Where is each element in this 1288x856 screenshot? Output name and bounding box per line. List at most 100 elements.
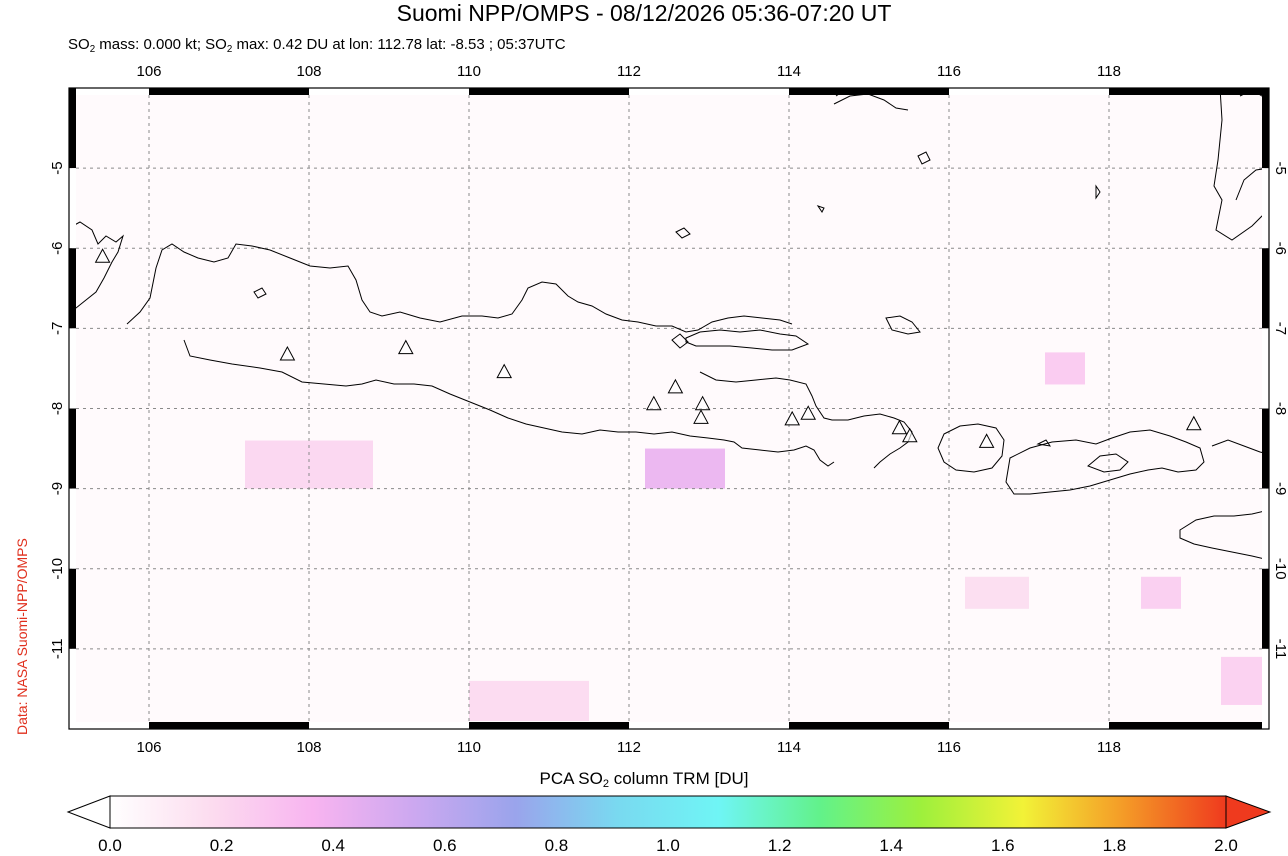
latitude-labels-left: -5 -6 -7 -8 -9 -10 -11 (49, 161, 66, 659)
colorbar-tick-label: 1.8 (1102, 836, 1127, 855)
lon-tick-label: 106 (136, 63, 161, 80)
colorbar-tick-label: 1.2 (767, 836, 792, 855)
map-title: Suomi NPP/OMPS - 08/12/2026 05:36-07:20 … (396, 0, 892, 26)
colorbar-tick-label: 0.0 (98, 836, 122, 855)
colorbar (66, 795, 1272, 829)
lon-tick-label: 108 (296, 739, 321, 756)
lon-tick-label: 114 (777, 63, 801, 80)
lon-tick-label: 118 (1097, 739, 1121, 756)
map-frame (68, 87, 1270, 730)
frame-segment-bottom (149, 722, 309, 729)
volcano-triangle-icon (784, 410, 801, 426)
lat-tick-label: -11 (49, 639, 66, 660)
volcano-triangle-icon (94, 248, 111, 263)
frame-segment-bottom (1109, 722, 1269, 729)
volcano-markers (94, 248, 1202, 448)
so2-pixel (965, 576, 1029, 609)
lon-tick-label: 118 (1097, 63, 1121, 80)
colorbar-tick-label: 1.4 (879, 836, 904, 855)
coastline-borneo-south (833, 93, 909, 111)
latitude-labels-right: -5 -6 -7 -8 -9 -10 -11 (1272, 161, 1288, 659)
colorbar-tick-label: 1.6 (990, 836, 1015, 855)
lat-tick-label: -6 (49, 242, 66, 255)
coastline-java-east (699, 371, 913, 469)
lat-tick-label: -7 (49, 322, 66, 335)
coastline-lombok (937, 423, 1005, 473)
colorbar-title: PCA SO2 column TRM [DU] (539, 769, 749, 790)
frame-segment-top (469, 88, 629, 95)
lat-tick-label: -11 (1272, 639, 1288, 660)
volcano-triangle-icon (891, 419, 908, 435)
island-small-1 (816, 205, 825, 213)
frame-segment-bottom (949, 722, 1109, 729)
frame-segment-top (949, 88, 1109, 95)
island-kangean (885, 315, 921, 335)
longitude-labels-top: 106 108 110 112 114 116 118 (136, 63, 1120, 80)
lon-tick-label: 116 (937, 739, 961, 756)
coastline-java-north (126, 243, 793, 333)
colorbar-tick-label: 1.0 (656, 836, 680, 855)
volcano-triangle-icon (667, 378, 684, 394)
lon-tick-label: 116 (937, 63, 961, 80)
so2-pixel (1141, 576, 1181, 609)
frame-segment-top (149, 88, 309, 95)
lon-tick-label: 114 (777, 739, 801, 756)
frame-segment-left (69, 248, 76, 329)
map-background (69, 88, 1269, 729)
colorbar-tick-label: 2.0 (1214, 836, 1238, 855)
frame-segment-bottom (309, 722, 469, 729)
colorbar-low-arrow (66, 795, 111, 829)
volcano-triangle-icon (693, 409, 709, 424)
colorbar-tick-label: 0.6 (432, 836, 457, 855)
lat-tick-label: -5 (49, 161, 66, 174)
frame-segment-right (1262, 168, 1269, 249)
island-karimun (253, 287, 267, 299)
lat-tick-label: -10 (1272, 558, 1288, 580)
frame-segment-right (1262, 568, 1269, 649)
frame-border (68, 87, 1270, 730)
colorbar-high-arrow (1225, 795, 1272, 829)
frame-segment-right (1262, 488, 1269, 569)
frame-segment-bottom (629, 722, 789, 729)
coastline-madura (685, 329, 810, 351)
lon-tick-label: 112 (617, 63, 641, 80)
frame-segment-left (69, 408, 76, 489)
volcano-triangle-icon (496, 363, 513, 379)
volcano-triangle-icon (279, 345, 296, 361)
frame-segment-top (69, 88, 149, 95)
so2-pixel (1221, 656, 1269, 705)
frame-segment-top (309, 88, 469, 95)
volcano-triangle-icon (800, 405, 817, 420)
volcano-triangle-icon (1185, 415, 1202, 431)
frame-segment-right (1262, 88, 1269, 169)
lat-tick-label: -9 (49, 482, 66, 495)
volcano-triangle-icon (397, 339, 414, 355)
lat-tick-label: -5 (1272, 161, 1288, 174)
frame-segment-top (629, 88, 789, 95)
graticule (69, 88, 1269, 729)
island-nusa-penida (671, 333, 689, 349)
frame-segment-right (1262, 408, 1269, 489)
frame-segment-right (1262, 248, 1269, 329)
frame-segment-right (1262, 328, 1269, 409)
lon-tick-label: 112 (617, 739, 641, 756)
frame-segment-left (69, 568, 76, 649)
volcano-triangle-icon (645, 395, 662, 411)
island-small-2 (917, 151, 931, 165)
so2-pixel (645, 448, 725, 489)
frame-segment-left (69, 648, 76, 729)
frame-segment-top (1109, 88, 1269, 95)
lat-tick-label: -9 (1272, 482, 1288, 495)
lon-tick-label: 110 (457, 739, 481, 756)
lat-tick-label: -10 (49, 558, 66, 580)
coastline-java-south (183, 339, 835, 467)
coastline-sumbawa-bay (1087, 453, 1129, 473)
volcano-triangle-icon (694, 395, 711, 411)
lat-tick-label: -6 (1272, 242, 1288, 255)
so2-summary: SO2 mass: 0.000 kt; SO2 max: 0.42 DU at … (68, 36, 566, 55)
island-small-4 (1036, 439, 1052, 447)
island-bawean (675, 227, 691, 239)
volcano-triangle-icon (901, 427, 918, 443)
lon-tick-label: 110 (457, 63, 481, 80)
coastline-sumatra (69, 221, 124, 313)
